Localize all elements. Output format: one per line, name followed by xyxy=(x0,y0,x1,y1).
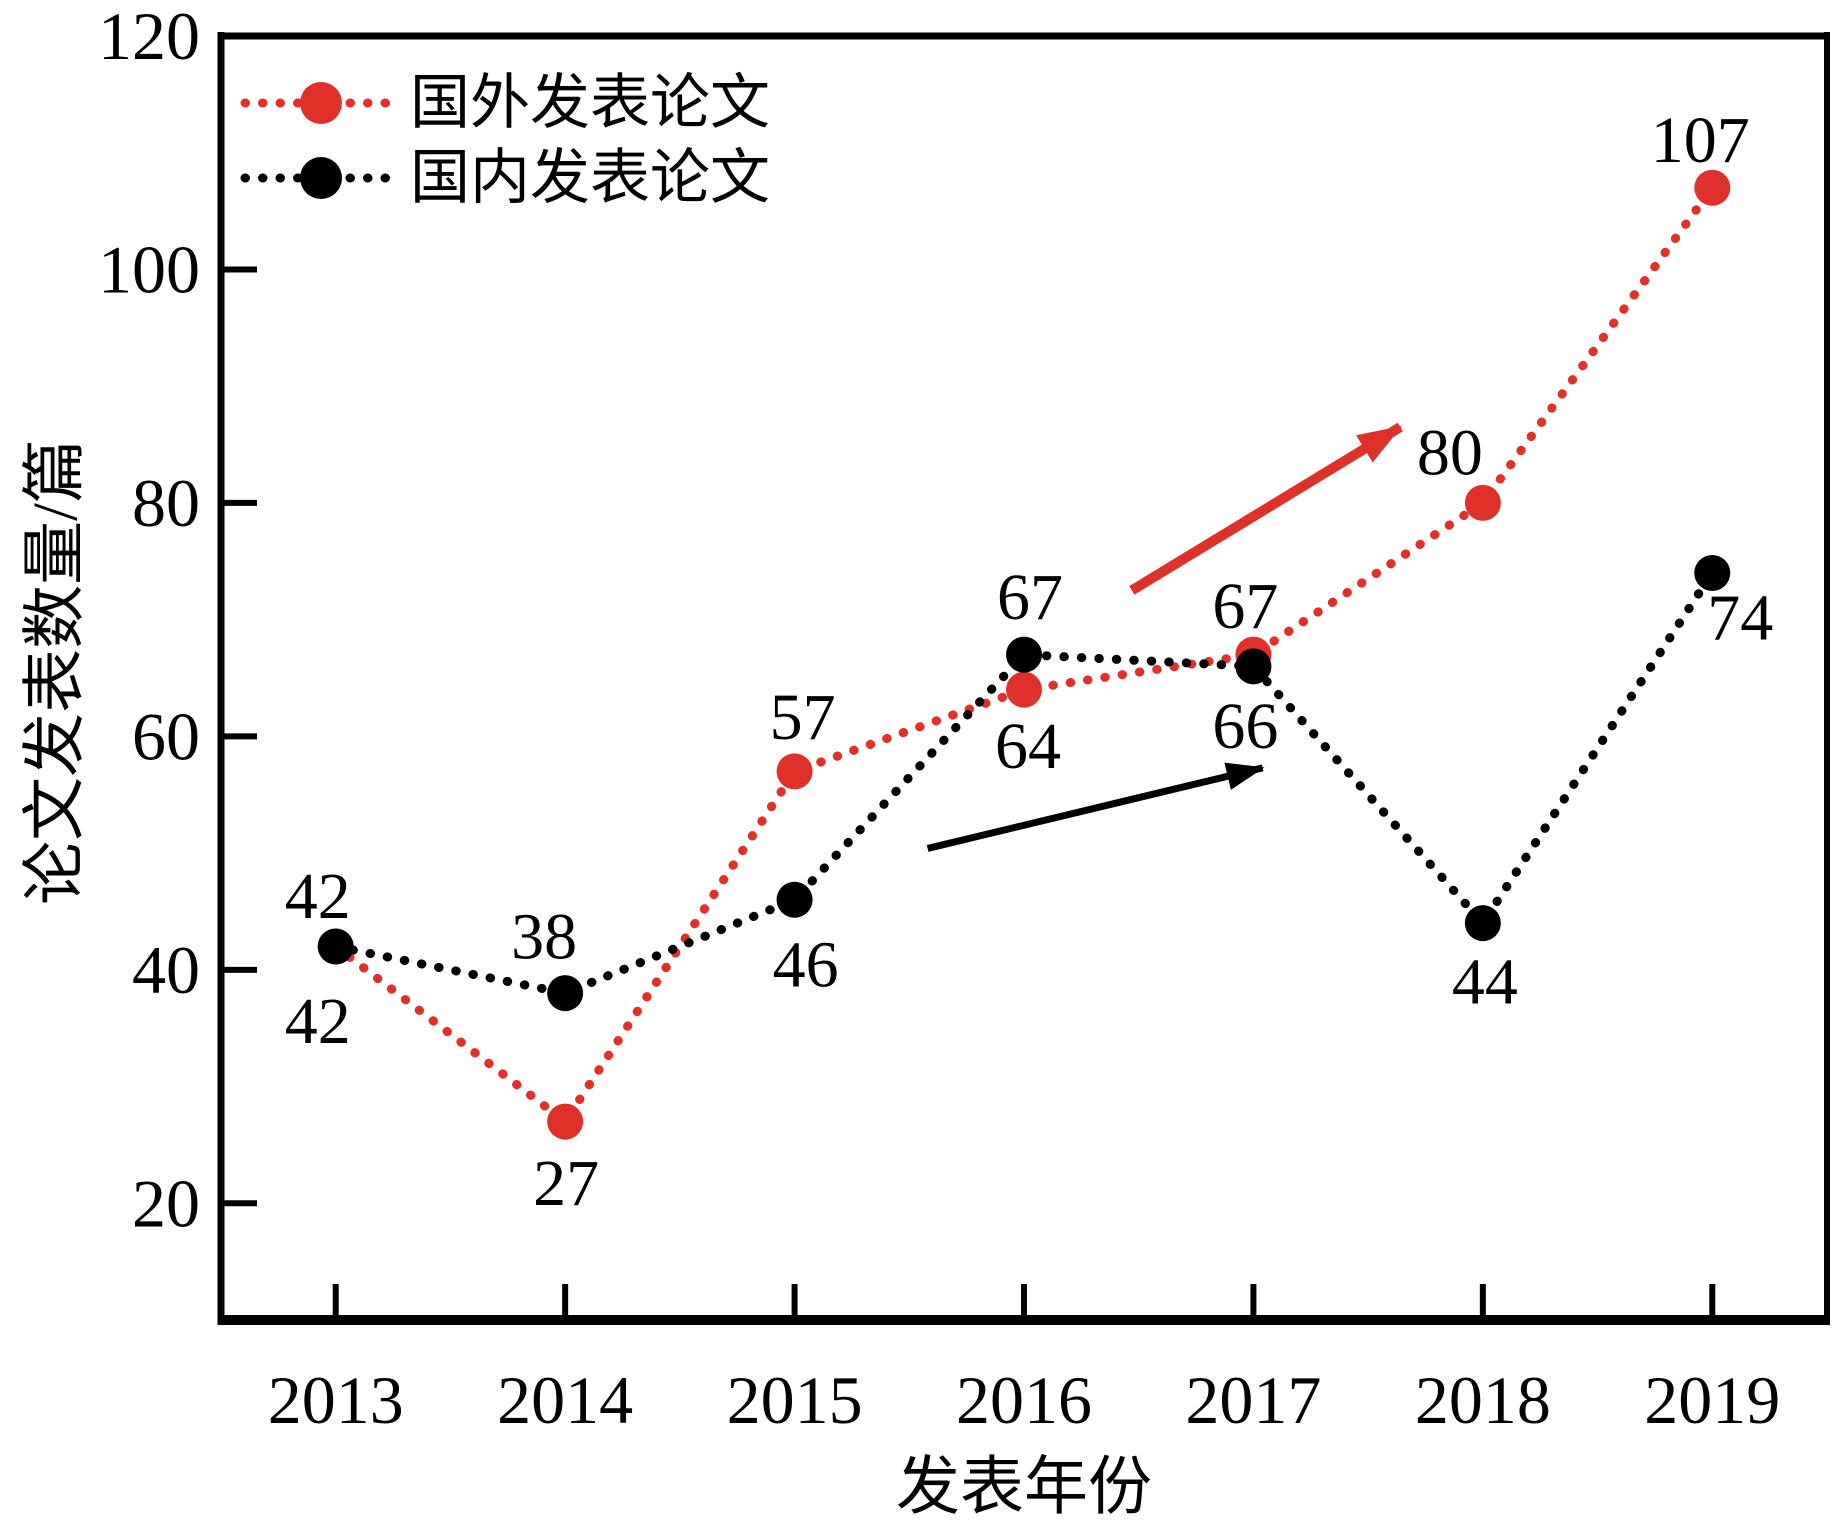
data-point-label: 67 xyxy=(1212,570,1278,643)
y-tick-label: 60 xyxy=(132,698,200,774)
x-tick-label: 2019 xyxy=(1644,1362,1780,1438)
data-point-marker xyxy=(1006,671,1042,708)
data-point-marker xyxy=(776,881,813,918)
legend-marker-icon xyxy=(300,82,342,124)
x-tick-label: 2016 xyxy=(956,1362,1092,1438)
x-tick-label: 2013 xyxy=(268,1362,404,1438)
data-point-marker xyxy=(547,1103,584,1140)
legend-label: 国内发表论文 xyxy=(410,145,770,211)
legend-label: 国外发表论文 xyxy=(410,70,770,136)
y-tick-label: 100 xyxy=(98,231,200,307)
x-axis-title: 发表年份 xyxy=(896,1452,1152,1523)
y-tick-label: 80 xyxy=(132,465,200,541)
data-point-label: 66 xyxy=(1212,690,1278,763)
data-point-marker xyxy=(1464,484,1501,521)
data-point-label: 38 xyxy=(511,901,577,974)
x-tick-label: 2017 xyxy=(1185,1362,1321,1438)
data-point-marker xyxy=(1464,905,1501,942)
data-point-marker xyxy=(547,975,584,1012)
legend-marker-icon xyxy=(300,157,342,199)
data-point-marker xyxy=(1694,169,1731,206)
x-tick-label: 2015 xyxy=(727,1362,863,1438)
data-point-marker xyxy=(776,753,813,790)
data-point-label: 64 xyxy=(995,710,1061,783)
data-point-label: 80 xyxy=(1417,416,1483,489)
data-point-label: 27 xyxy=(533,1147,599,1220)
data-point-label: 57 xyxy=(770,681,836,754)
data-point-marker xyxy=(1235,648,1272,685)
data-point-label: 44 xyxy=(1452,946,1518,1019)
data-point-label: 74 xyxy=(1707,581,1773,654)
y-axis-title: 论文发表数量/篇 xyxy=(20,439,91,905)
x-tick-label: 2014 xyxy=(497,1362,633,1438)
data-point-marker xyxy=(317,928,354,965)
data-point-label: 46 xyxy=(773,928,839,1001)
red-trend-arrow xyxy=(1129,422,1403,595)
x-tick-label: 2018 xyxy=(1415,1362,1551,1438)
black-trend-arrow xyxy=(926,762,1265,852)
data-point-label: 42 xyxy=(285,860,351,933)
data-point-marker xyxy=(1006,636,1042,673)
y-tick-label: 40 xyxy=(132,932,200,1008)
data-point-label: 67 xyxy=(997,561,1063,634)
data-point-label: 42 xyxy=(285,985,351,1058)
y-tick-label: 120 xyxy=(98,0,200,74)
data-point-marker xyxy=(1694,554,1731,591)
y-tick-label: 20 xyxy=(132,1165,200,1241)
data-point-label: 107 xyxy=(1651,104,1750,177)
